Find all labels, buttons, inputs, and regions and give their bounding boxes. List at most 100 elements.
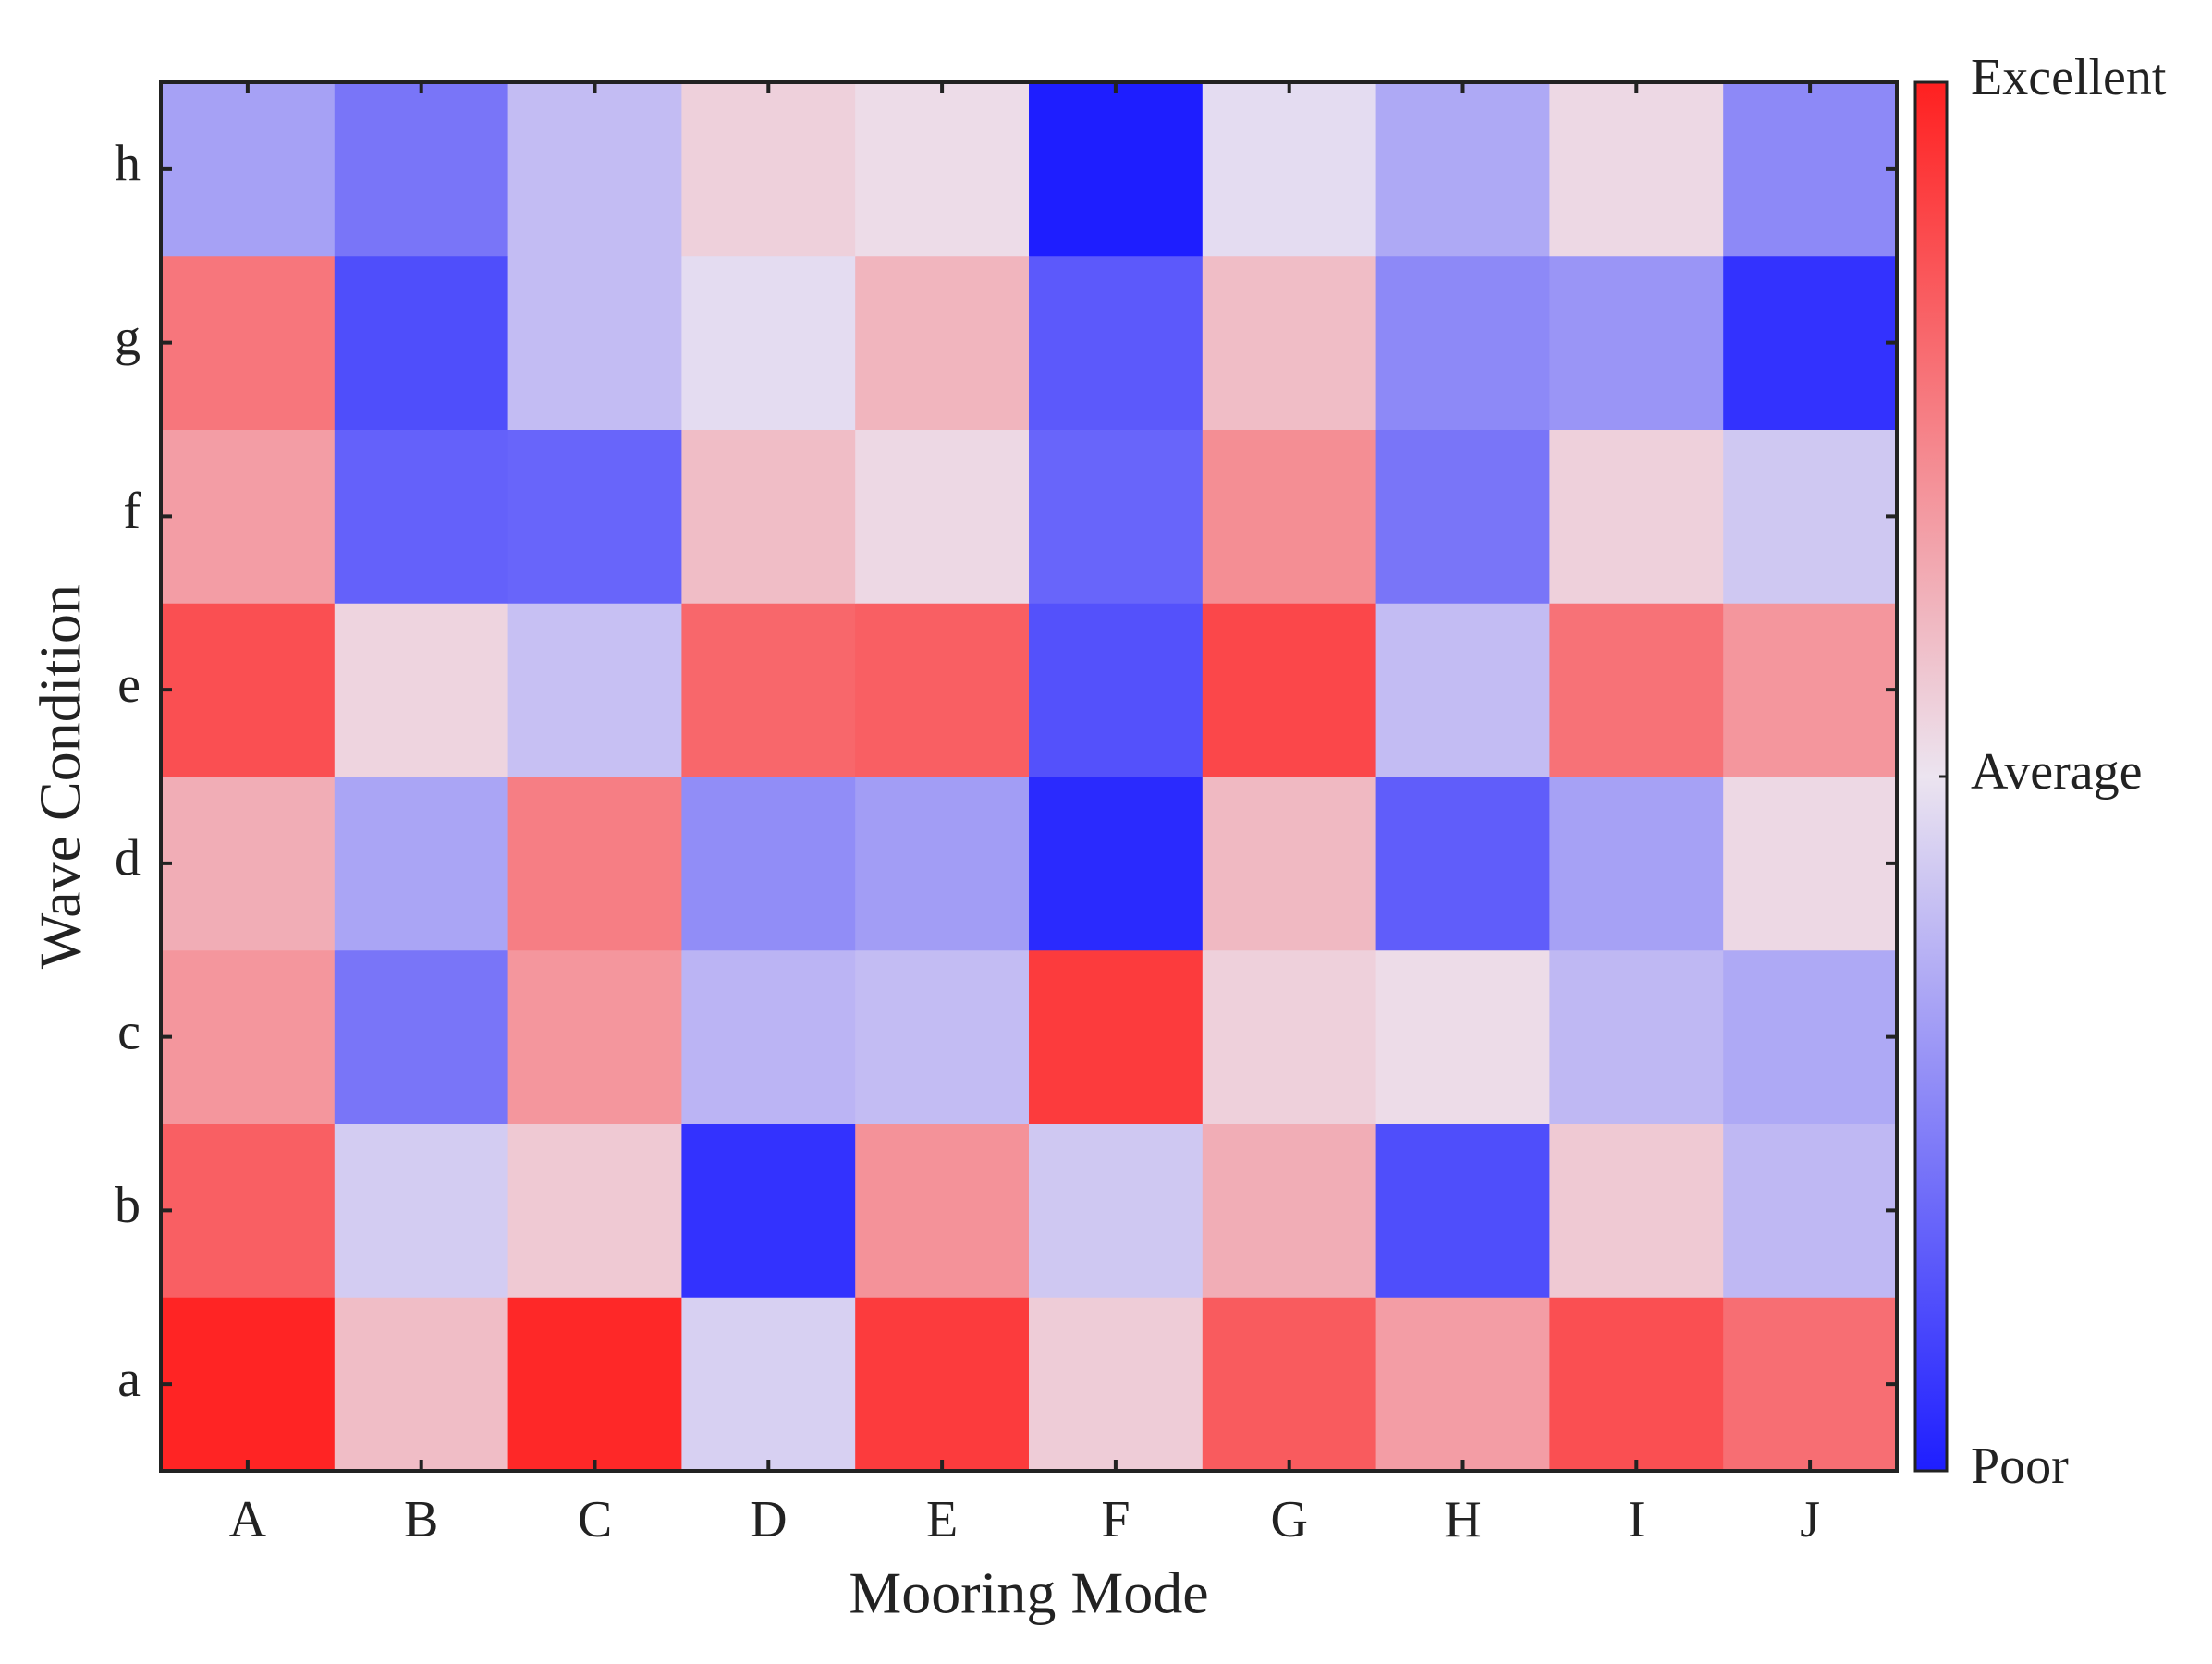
heatmap-cell bbox=[1723, 1297, 1898, 1472]
heatmap-cell bbox=[507, 255, 682, 430]
heatmap-cell bbox=[1549, 1123, 1724, 1298]
heatmap-cell bbox=[334, 603, 509, 777]
heatmap-cell bbox=[334, 1297, 509, 1472]
heatmap-cell bbox=[681, 1297, 856, 1472]
heatmap-cell bbox=[334, 255, 509, 430]
heatmap-cell bbox=[1375, 777, 1550, 951]
heatmap-cell bbox=[507, 82, 682, 257]
x-tick-label: C bbox=[578, 1491, 612, 1548]
heatmap-cell bbox=[1723, 949, 1898, 1124]
y-tick-label: f bbox=[123, 483, 141, 540]
heatmap-cell bbox=[1549, 949, 1724, 1124]
y-tick-label: c bbox=[117, 1003, 141, 1060]
heatmap-cell bbox=[1723, 777, 1898, 951]
heatmap-cell bbox=[855, 949, 1030, 1124]
heatmap-cell bbox=[1723, 429, 1898, 604]
heatmap-cell bbox=[334, 777, 509, 951]
x-tick-label: B bbox=[404, 1491, 438, 1548]
heatmap-cell bbox=[1723, 82, 1898, 257]
heatmap-cell bbox=[334, 82, 509, 257]
heatmap-cell bbox=[1723, 1123, 1898, 1298]
heatmap-cell bbox=[1549, 777, 1724, 951]
heatmap-cell bbox=[1202, 777, 1377, 951]
heatmap-cell bbox=[1202, 603, 1377, 777]
heatmap-cell bbox=[161, 1297, 336, 1472]
heatmap-cell bbox=[1375, 1297, 1550, 1472]
y-axis-label: Wave Condition bbox=[28, 584, 93, 969]
heatmap-cell bbox=[1029, 949, 1204, 1124]
heatmap-cell bbox=[1549, 1297, 1724, 1472]
heatmap-cell bbox=[681, 777, 856, 951]
x-tick-label: I bbox=[1628, 1491, 1645, 1548]
heatmap-cell bbox=[681, 255, 856, 430]
colorbar-tick-label: Excellent bbox=[1971, 49, 2167, 106]
heatmap-cell bbox=[507, 777, 682, 951]
y-tick-label: b bbox=[115, 1177, 141, 1234]
heatmap-cell bbox=[334, 1123, 509, 1298]
heatmap-cell bbox=[681, 429, 856, 604]
heatmap-cell bbox=[1549, 429, 1724, 604]
heatmap-cell bbox=[1029, 777, 1204, 951]
heatmap-cell bbox=[161, 603, 336, 777]
heatmap-cell bbox=[507, 1123, 682, 1298]
heatmap-cell bbox=[1375, 949, 1550, 1124]
heatmap-cell bbox=[1723, 255, 1898, 430]
heatmap-cell bbox=[855, 82, 1030, 257]
heatmap-cell bbox=[1549, 82, 1724, 257]
heatmap-cell bbox=[334, 429, 509, 604]
heatmap-cell bbox=[681, 603, 856, 777]
heatmap-cell bbox=[1029, 1297, 1204, 1472]
heatmap-cell bbox=[1549, 255, 1724, 430]
y-tick-label: e bbox=[117, 656, 141, 714]
heatmap-cell bbox=[855, 1297, 1030, 1472]
x-tick-label: J bbox=[1800, 1491, 1820, 1548]
heatmap-cell bbox=[161, 82, 336, 257]
heatmap-cell bbox=[507, 1297, 682, 1472]
y-tick-label: g bbox=[115, 309, 141, 366]
heatmap-cell bbox=[681, 1123, 856, 1298]
heatmap-cell bbox=[855, 1123, 1030, 1298]
heatmap-cell bbox=[161, 429, 336, 604]
heatmap-cell bbox=[1375, 82, 1550, 257]
heatmap-cell bbox=[1202, 255, 1377, 430]
heatmap-cell bbox=[681, 82, 856, 257]
x-tick-label: F bbox=[1101, 1491, 1130, 1548]
heatmap-cell bbox=[1202, 949, 1377, 1124]
heatmap-cell bbox=[507, 429, 682, 604]
plot-frame bbox=[159, 80, 1899, 1473]
heatmap-cell bbox=[1375, 1123, 1550, 1298]
x-tick-label: G bbox=[1270, 1491, 1307, 1548]
y-tick-label: d bbox=[115, 830, 141, 887]
heatmap-cell bbox=[1202, 1123, 1377, 1298]
heatmap-cell bbox=[1549, 603, 1724, 777]
y-tick-label: h bbox=[115, 136, 141, 193]
heatmap-cell bbox=[855, 255, 1030, 430]
heatmap-cell bbox=[1723, 603, 1898, 777]
heatmap-cell bbox=[1029, 603, 1204, 777]
x-tick-label: E bbox=[926, 1491, 958, 1548]
heatmap-cell bbox=[1202, 82, 1377, 257]
heatmap-cell bbox=[161, 949, 336, 1124]
heatmap-cell bbox=[161, 777, 336, 951]
heatmap-cell bbox=[1375, 255, 1550, 430]
heatmap-cell bbox=[334, 949, 509, 1124]
colorbar-tick-label: Average bbox=[1971, 743, 2143, 801]
heatmap-cell bbox=[855, 429, 1030, 604]
heatmap-cell bbox=[681, 949, 856, 1124]
heatmap-cell bbox=[1375, 429, 1550, 604]
x-axis-label: Mooring Mode bbox=[849, 1560, 1208, 1626]
heatmap-cell bbox=[1375, 603, 1550, 777]
heatmap-cell bbox=[855, 603, 1030, 777]
heatmap-cell bbox=[507, 603, 682, 777]
x-tick-label: H bbox=[1444, 1491, 1481, 1548]
heatmap-cell bbox=[161, 255, 336, 430]
heatmap-cell bbox=[1029, 429, 1204, 604]
heatmap-cell bbox=[161, 1123, 336, 1298]
heatmap-cell bbox=[1029, 1123, 1204, 1298]
heatmap-cell bbox=[1202, 1297, 1377, 1472]
x-tick-label: D bbox=[750, 1491, 787, 1548]
y-tick-label: a bbox=[117, 1351, 141, 1408]
x-tick-label: A bbox=[229, 1491, 267, 1548]
heatmap-cell bbox=[507, 949, 682, 1124]
heatmap-cell bbox=[1029, 255, 1204, 430]
